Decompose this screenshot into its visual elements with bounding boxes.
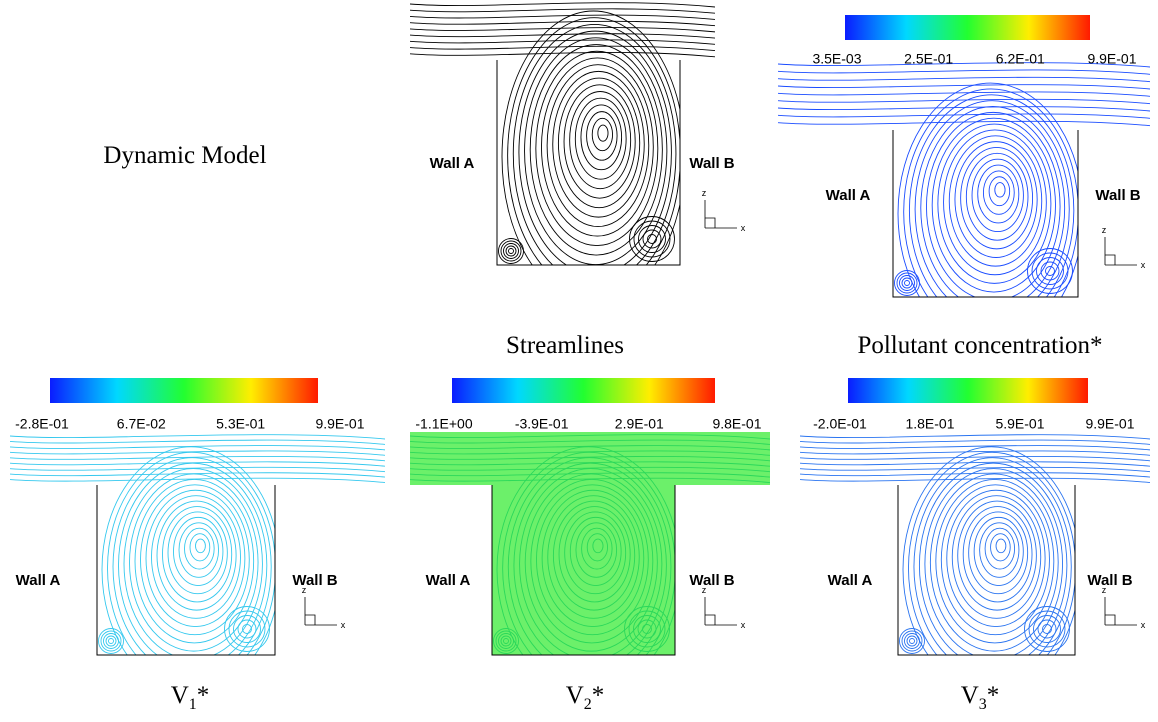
flow-domain bbox=[778, 60, 1150, 297]
wall-label: Wall B bbox=[292, 572, 337, 589]
caption-part: * bbox=[197, 682, 210, 709]
axis-label: x bbox=[1141, 620, 1146, 630]
figure: Dynamic Model Wall AWall BzxStreamlines3… bbox=[0, 0, 1158, 722]
caption: V3* bbox=[961, 682, 1000, 713]
colorbar-label: 9.9E-01 bbox=[1085, 416, 1134, 432]
colorbar-label: 2.9E-01 bbox=[615, 416, 664, 432]
caption-part: 2 bbox=[584, 696, 592, 713]
colorbar-label: 6.2E-01 bbox=[996, 51, 1045, 67]
row-label: Dynamic Model bbox=[103, 142, 266, 169]
wall-label: Wall B bbox=[1095, 187, 1140, 204]
panel: -1.1E+00 -3.9E-01 2.9E-01 9.8E-01 Wall A Wall… bbox=[410, 378, 770, 713]
caption-part: V bbox=[961, 682, 979, 709]
axis-label: z bbox=[702, 585, 707, 595]
panel: -2.0E-01 1.8E-01 5.9E-01 9.9E-01 Wall A Wall … bbox=[800, 378, 1150, 713]
caption-part: V bbox=[566, 682, 584, 709]
wall-label: Wall B bbox=[689, 572, 734, 589]
colorbar bbox=[848, 378, 1088, 403]
wall-label: Wall A bbox=[430, 155, 475, 172]
axes-glyph bbox=[705, 597, 737, 625]
colorbar-label: -1.1E+00 bbox=[415, 416, 472, 432]
colorbar-label: -2.0E-01 bbox=[813, 416, 867, 432]
colorbar bbox=[452, 378, 715, 403]
colorbar-label: 3.5E-03 bbox=[812, 51, 861, 67]
axis-label: x bbox=[741, 223, 746, 233]
panel: -2.8E-01 6.7E-02 5.3E-01 9.9E-01 Wall A Wall … bbox=[10, 378, 385, 713]
colorbar-label: -2.8E-01 bbox=[15, 416, 69, 432]
panel: 3.5E-03 2.5E-01 6.2E-01 9.9E-01 Wall A Wall B… bbox=[778, 15, 1150, 359]
colorbar-label: 9.8E-01 bbox=[712, 416, 761, 432]
wall-label: Wall B bbox=[689, 155, 734, 172]
caption: V1* bbox=[171, 682, 210, 713]
caption-part: Streamlines bbox=[506, 332, 624, 359]
caption: Pollutant concentration* bbox=[857, 332, 1102, 359]
axes-glyph bbox=[305, 597, 337, 625]
axes-glyph bbox=[1105, 597, 1137, 625]
axis-label: x bbox=[341, 620, 346, 630]
axis-label: z bbox=[1102, 585, 1107, 595]
caption-part: 1 bbox=[189, 696, 197, 713]
colorbar-label: 1.8E-01 bbox=[905, 416, 954, 432]
colorbar-label: 5.9E-01 bbox=[995, 416, 1044, 432]
colorbar-label: 6.7E-02 bbox=[117, 416, 166, 432]
axis-label: z bbox=[1102, 225, 1107, 235]
colorbar-label: 2.5E-01 bbox=[904, 51, 953, 67]
caption-part: 3 bbox=[979, 696, 987, 713]
axis-label: z bbox=[302, 585, 307, 595]
colorbar-label: -3.9E-01 bbox=[515, 416, 569, 432]
axis-label: x bbox=[1141, 260, 1146, 270]
colorbar-label: 9.9E-01 bbox=[315, 416, 364, 432]
panel: Wall A Wall B z x Streamlines bbox=[410, 0, 746, 359]
wall-label: Wall A bbox=[826, 187, 871, 204]
wall-label: Wall B bbox=[1087, 572, 1132, 589]
colorbar-label: 9.9E-01 bbox=[1087, 51, 1136, 67]
caption-part: Pollutant concentration* bbox=[857, 332, 1102, 359]
wall-label: Wall A bbox=[16, 572, 61, 589]
axes-glyph bbox=[705, 200, 737, 228]
wall-label: Wall A bbox=[426, 572, 471, 589]
caption: Streamlines bbox=[506, 332, 624, 359]
caption-part: * bbox=[987, 682, 1000, 709]
axis-label: x bbox=[741, 620, 746, 630]
colorbar-label: 5.3E-01 bbox=[216, 416, 265, 432]
axis-label: z bbox=[702, 188, 707, 198]
axes-glyph bbox=[1105, 237, 1137, 265]
colorbar bbox=[845, 15, 1090, 40]
flow-domain bbox=[10, 432, 385, 655]
caption-part: * bbox=[592, 682, 605, 709]
colorbar bbox=[50, 378, 318, 403]
flow-domain bbox=[410, 432, 770, 655]
caption-part: V bbox=[171, 682, 189, 709]
caption: V2* bbox=[566, 682, 605, 713]
wall-label: Wall A bbox=[828, 572, 873, 589]
